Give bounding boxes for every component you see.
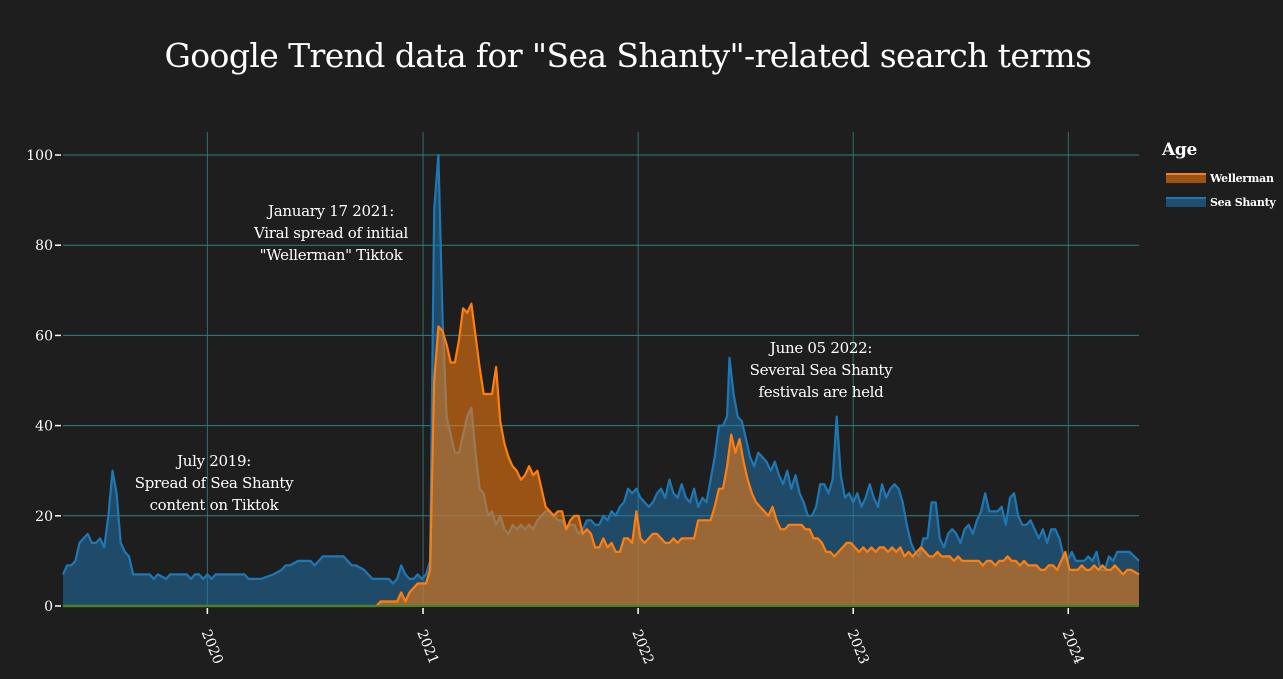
annotation-line: festivals are held [758,383,884,401]
legend-swatch-wellerman [1166,173,1206,183]
annotation-line: January 17 2021: [268,202,394,220]
annotation-july-2019: July 2019: Spread of Sea Shanty content … [124,450,304,516]
legend-title: Age [1162,140,1197,160]
annotation-line: "Wellerman" Tiktok [259,246,403,264]
annotation-line: Several Sea Shanty [749,361,893,379]
y-tick-label: 20 [35,509,53,525]
legend-item-sea-shanty[interactable]: Sea Shanty [1162,190,1276,214]
legend-swatch-sea-shanty [1166,197,1206,207]
chart-title: Google Trend data for "Sea Shanty"-relat… [164,36,1093,75]
series-line-wellerman [63,302,1140,608]
x-tick-label: 2023 [843,628,871,667]
annotation-june-2022: June 05 2022: Several Sea Shanty festiva… [731,337,911,403]
x-tick-label: 2024 [1059,628,1087,667]
annotation-line: content on Tiktok [149,496,279,514]
x-tick-label: 2022 [628,628,656,667]
y-tick-label: 80 [35,238,53,254]
legend-label: Wellerman [1210,171,1274,185]
annotation-line: Spread of Sea Shanty [134,474,294,492]
y-tick-label: 60 [35,328,53,344]
annotation-line: July 2019: [177,452,251,470]
series-line-sea-shanty [61,153,1140,585]
legend: Age Wellerman Sea Shanty [1162,140,1276,214]
x-tick-label: 2020 [198,628,226,667]
series-layer [61,153,1140,608]
grid-layer [63,132,1139,606]
annotation-line: Viral spread of initial [254,224,408,242]
x-tick-label: 2021 [413,628,441,667]
y-tick-label: 0 [44,599,53,615]
y-tick-label: 100 [26,148,53,164]
annotation-line: June 05 2022: [769,339,873,357]
series-area-sea-shanty [63,155,1139,606]
legend-label: Sea Shanty [1210,195,1276,209]
legend-item-wellerman[interactable]: Wellerman [1162,166,1275,190]
annotation-january-2021: January 17 2021: Viral spread of initial… [236,200,426,266]
y-tick-label: 40 [35,419,53,435]
